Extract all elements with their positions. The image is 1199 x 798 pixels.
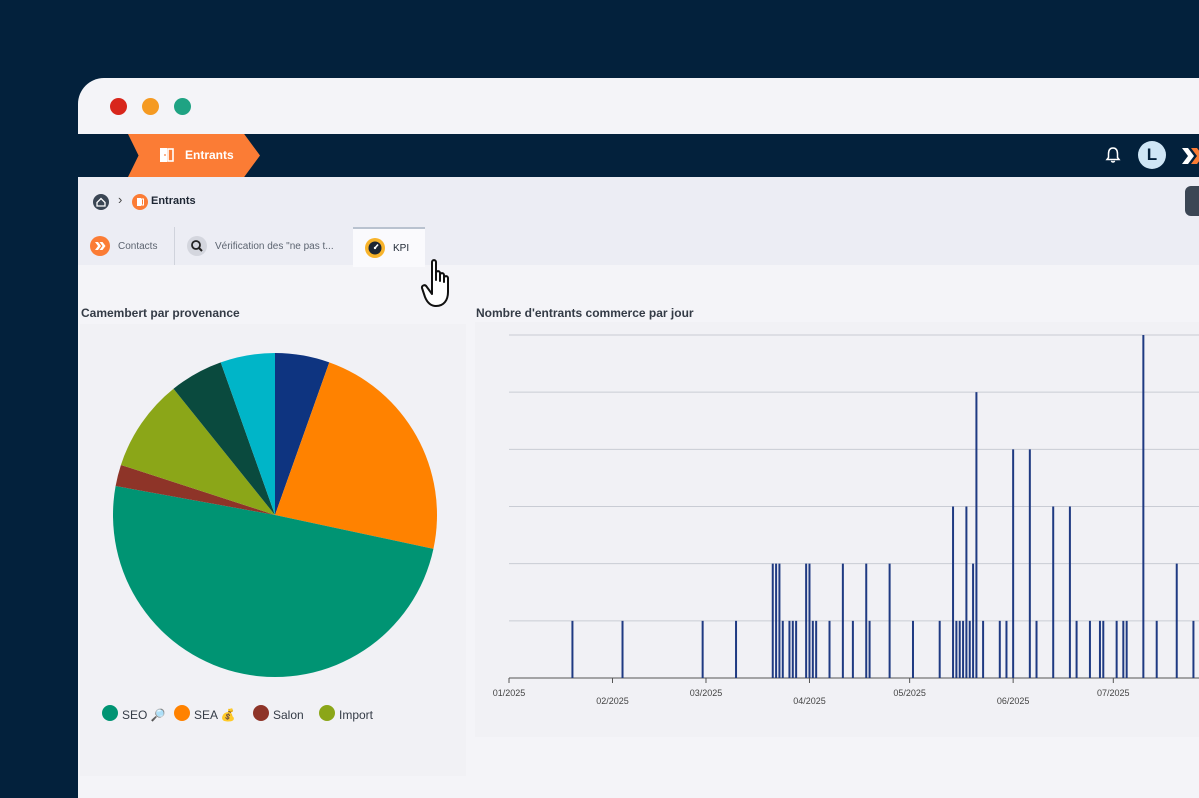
tab-contacts[interactable]: Contacts xyxy=(78,227,175,265)
pie-slice[interactable] xyxy=(220,353,275,515)
contacts-brand-icon xyxy=(90,236,110,261)
legend-swatch xyxy=(102,705,118,721)
tab-bar: Contacts Vérification des "ne pas t... K… xyxy=(78,227,1199,267)
x-tick-label: 06/2025 xyxy=(997,696,1030,706)
pie-slice[interactable] xyxy=(112,486,434,678)
maximize-window-button[interactable] xyxy=(174,98,191,115)
tab-label: KPI xyxy=(393,243,410,254)
brand-logo-icon[interactable] xyxy=(1182,146,1199,171)
legend-label: SEA 💰 xyxy=(194,708,236,722)
legend-label: Salon xyxy=(273,708,304,722)
pie-chart-panel xyxy=(80,324,466,776)
breadcrumb-current[interactable]: Entrants xyxy=(151,195,196,207)
search-icon xyxy=(187,236,207,261)
pie-panel-title: Camembert par provenance xyxy=(81,306,240,320)
tab-verification[interactable]: Vérification des "ne pas t... xyxy=(175,227,353,265)
legend-swatch xyxy=(319,705,335,721)
legend-swatch xyxy=(253,705,269,721)
pie-slice[interactable] xyxy=(115,464,275,515)
pie-slice[interactable] xyxy=(275,353,330,515)
bar-chart-panel: 01/2025 02/2025 03/2025 04/2025 05/2025 06/20… xyxy=(475,322,1199,737)
tab-label: Contacts xyxy=(118,241,158,252)
breadcrumb: › Entrants xyxy=(78,177,1199,227)
legend-label: SEO 🔎 xyxy=(122,708,166,722)
bar-panel-title: Nombre d'entrants commerce par jour xyxy=(476,306,694,320)
pie-chart xyxy=(112,353,438,678)
door-icon xyxy=(132,194,148,215)
minimize-window-button[interactable] xyxy=(142,98,159,115)
pie-slice[interactable] xyxy=(275,362,438,549)
module-label: Entrants xyxy=(185,148,234,162)
x-tick-label: 04/2025 xyxy=(793,696,826,706)
close-window-button[interactable] xyxy=(110,98,127,115)
user-avatar[interactable]: L xyxy=(1138,141,1166,169)
x-tick-label: 05/2025 xyxy=(893,688,926,698)
bar-chart: 01/2025 02/2025 03/2025 04/2025 05/2025 06/20… xyxy=(493,334,1199,706)
actions-button[interactable] xyxy=(1185,186,1199,216)
home-icon[interactable] xyxy=(93,194,109,215)
pie-slice[interactable] xyxy=(120,388,275,515)
x-tick-label: 07/2025 xyxy=(1097,688,1130,698)
tab-kpi[interactable]: KPI xyxy=(353,227,425,267)
x-tick-label: 02/2025 xyxy=(596,696,629,706)
legend-label: Import xyxy=(339,708,374,722)
module-tab-entrants[interactable]: Entrants xyxy=(128,134,260,177)
x-tick-label: 03/2025 xyxy=(690,688,723,698)
gauge-icon xyxy=(365,238,385,263)
bell-icon[interactable] xyxy=(1104,146,1122,169)
pie-slice[interactable] xyxy=(173,362,275,515)
chevron-right-icon: › xyxy=(118,192,123,207)
x-tick-label: 01/2025 xyxy=(493,688,526,698)
door-icon xyxy=(158,146,176,169)
hand-pointer-icon xyxy=(414,256,462,313)
legend-swatch xyxy=(174,705,190,721)
top-navigation-bar: Entrants L xyxy=(78,134,1199,177)
tab-label: Vérification des "ne pas t... xyxy=(215,241,334,252)
